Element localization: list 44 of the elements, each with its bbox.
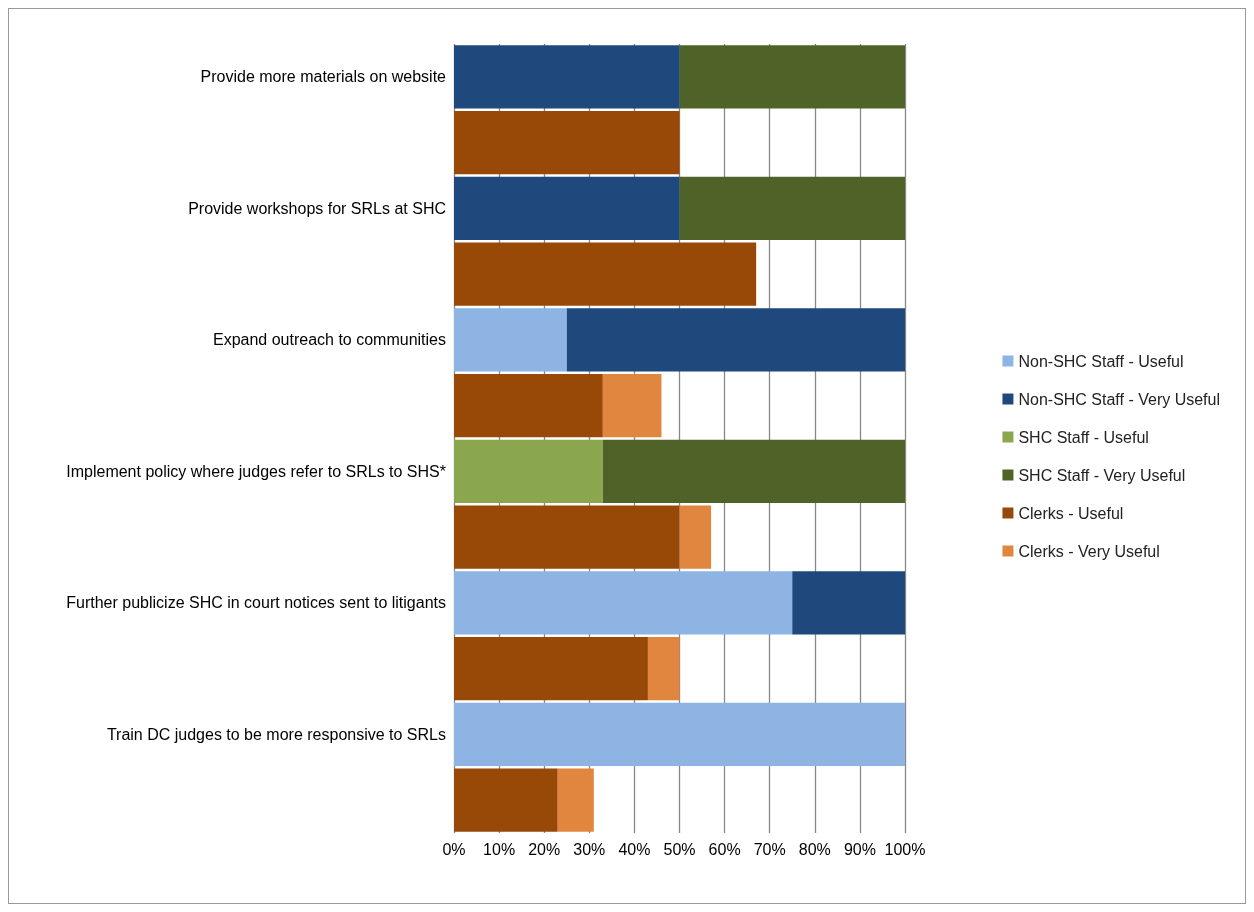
x-tick-label: 100% (884, 840, 926, 858)
legend-label: Clerks - Useful (1018, 504, 1124, 522)
legend-label: Non-SHC Staff - Useful (1018, 352, 1184, 370)
legend-label: Clerks - Very Useful (1018, 542, 1160, 560)
bar (679, 176, 905, 240)
bar (602, 439, 905, 503)
y-tick-label: Provide workshops for SRLs at SHC (188, 199, 446, 217)
bar (454, 374, 603, 438)
legend-label: Non-SHC Staff - Very Useful (1018, 390, 1221, 408)
y-tick-label: Train DC judges to be more responsive to SRLs (106, 725, 446, 743)
x-tick-label: 90% (843, 840, 876, 858)
bar (454, 111, 680, 175)
bar (454, 571, 793, 635)
bar (679, 45, 905, 109)
y-tick-label: Further publicize SHC in court notices sent to litigants (66, 594, 446, 612)
y-tick-label: Implement policy where judges refer to SRLs to SHS* (66, 462, 446, 480)
bar (566, 308, 905, 372)
x-tick-label: 20% (528, 840, 561, 858)
bar (454, 45, 680, 109)
bar (792, 571, 905, 635)
y-tick-label: Expand outreach to communities (212, 331, 446, 349)
x-tick-label: 80% (798, 840, 831, 858)
bar (454, 505, 680, 569)
bar (454, 768, 558, 832)
bar (454, 702, 905, 766)
bar (454, 637, 648, 701)
bar (454, 242, 757, 306)
x-tick-label: 40% (618, 840, 651, 858)
legend-label: SHC Staff - Very Useful (1018, 466, 1186, 484)
bar (454, 308, 567, 372)
bar (454, 176, 680, 240)
legend-label: SHC Staff - Useful (1018, 428, 1149, 446)
y-tick-label: Provide more materials on website (200, 68, 447, 86)
bar (602, 374, 662, 438)
x-tick-label: 0% (442, 840, 466, 858)
x-tick-label: 10% (483, 840, 516, 858)
x-tick-label: 50% (663, 840, 696, 858)
bar (679, 505, 712, 569)
bar (454, 439, 603, 503)
x-tick-label: 30% (573, 840, 606, 858)
x-tick-label: 70% (753, 840, 786, 858)
bar (557, 768, 594, 832)
x-tick-label: 60% (708, 840, 741, 858)
bar (647, 637, 680, 701)
